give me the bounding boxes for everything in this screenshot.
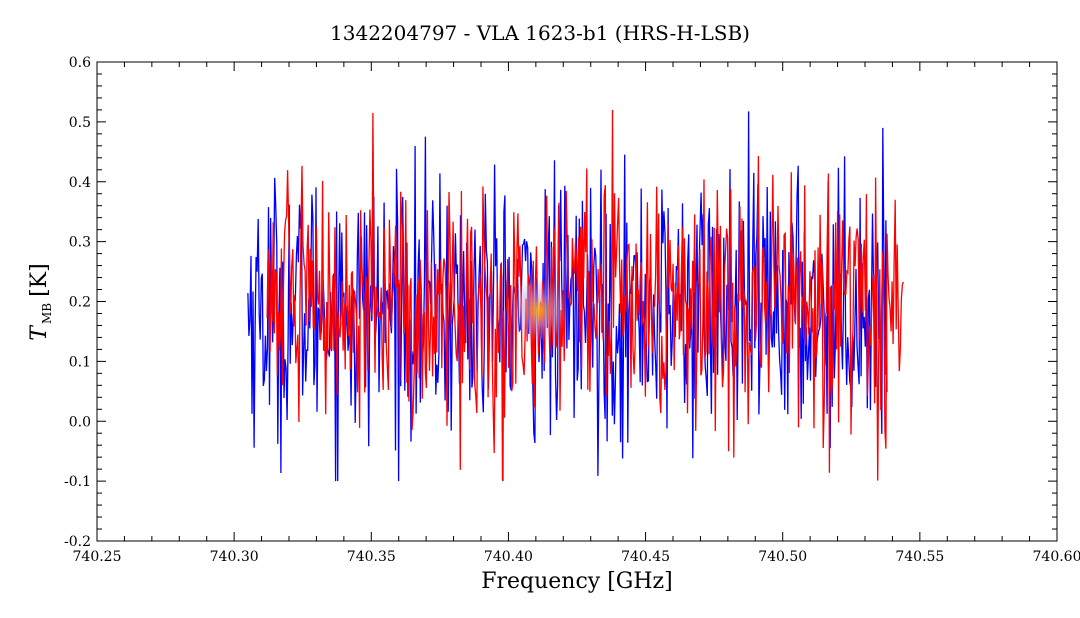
svg-text:TMB[K]: TMB [K] xyxy=(27,263,54,340)
axes-layer: 740.25 740.30 740.35 740.40 740.45 740.50 740.… xyxy=(64,55,1080,565)
y-tick-label: 0.3 xyxy=(69,235,91,251)
y-tick-label: 0.2 xyxy=(69,295,91,311)
y-tick-label: 0.6 xyxy=(69,55,91,71)
x-tick-label: 740.35 xyxy=(347,549,396,565)
series-line-2 xyxy=(266,109,905,481)
y-axis-title-sub: MB xyxy=(40,303,54,324)
x-tick-label: 740.25 xyxy=(73,549,122,565)
y-axis-title-main: T xyxy=(27,324,52,341)
x-tick-label: 740.55 xyxy=(895,549,944,565)
series-layer xyxy=(247,109,905,482)
y-axis-title-unit: [K] xyxy=(27,263,52,297)
glow-blob xyxy=(506,278,571,343)
x-tick-label: 740.40 xyxy=(484,549,533,565)
y-axis-title: TMB [K] xyxy=(27,263,54,340)
x-tick-label: 740.30 xyxy=(210,549,259,565)
series-line-1 xyxy=(247,111,888,482)
chart-title: 1342204797 - VLA 1623-b1 (HRS-H-LSB) xyxy=(330,21,750,45)
x-tick-label: 740.60 xyxy=(1033,549,1080,565)
y-tick-label: -0.1 xyxy=(64,474,91,490)
y-tick-label: 0.5 xyxy=(69,115,91,131)
x-axis-title: Frequency [GHz] xyxy=(481,569,673,594)
x-tick-label: 740.50 xyxy=(758,549,807,565)
y-tick-label: -0.2 xyxy=(64,534,91,550)
y-tick-label: 0.0 xyxy=(69,414,91,430)
y-tick-label: 0.4 xyxy=(69,175,91,191)
x-tick-label: 740.45 xyxy=(621,549,670,565)
y-tick-label: 0.1 xyxy=(69,354,91,370)
